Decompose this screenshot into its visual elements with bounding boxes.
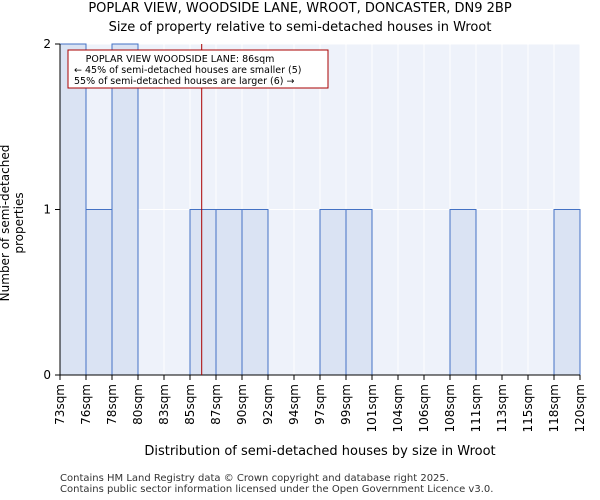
annotation-text: POPLAR VIEW WOODSIDE LANE: 86sqm xyxy=(86,54,275,65)
x-tick-label: 87sqm xyxy=(209,384,223,425)
x-tick-label: 106sqm xyxy=(417,384,431,432)
x-axis-label: Distribution of semi-detached houses by … xyxy=(144,444,496,459)
x-tick-label: 104sqm xyxy=(391,384,405,432)
chart-title: POPLAR VIEW, WOODSIDE LANE, WROOT, DONCA… xyxy=(88,1,512,16)
annotation-text: ← 45% of semi-detached houses are smalle… xyxy=(74,65,302,76)
x-tick-label: 118sqm xyxy=(547,384,561,432)
x-tick-label: 99sqm xyxy=(339,384,353,425)
x-tick-label: 80sqm xyxy=(131,384,145,425)
x-tick-label: 76sqm xyxy=(79,384,93,425)
y-tick-label: 2 xyxy=(43,37,51,51)
bar xyxy=(189,209,217,376)
x-tick-label: 97sqm xyxy=(313,384,327,425)
annotation-box xyxy=(67,49,329,89)
y-axis-label: Number of semi-detached properties xyxy=(0,144,26,302)
x-tick-label: 73sqm xyxy=(53,384,67,425)
bar xyxy=(241,209,269,376)
bar xyxy=(111,43,139,376)
bar xyxy=(215,209,243,376)
x-tick-label: 92sqm xyxy=(261,384,275,425)
x-tick-label: 111sqm xyxy=(469,384,483,432)
footer-copyright: Contains HM Land Registry data © Crown c… xyxy=(60,473,449,484)
x-tick-label: 101sqm xyxy=(365,384,379,432)
x-tick-label: 83sqm xyxy=(157,384,171,425)
y-tick-label: 1 xyxy=(43,203,51,217)
x-tick-label: 94sqm xyxy=(287,384,301,425)
x-tick-label: 120sqm xyxy=(573,384,587,432)
x-tick-label: 108sqm xyxy=(443,384,457,432)
bar xyxy=(319,209,347,376)
x-tick-label: 115sqm xyxy=(521,384,535,432)
bar xyxy=(85,209,113,376)
y-tick-label: 0 xyxy=(43,368,51,382)
bar xyxy=(449,209,477,376)
x-tick-label: 90sqm xyxy=(235,384,249,425)
x-tick-label: 85sqm xyxy=(183,384,197,425)
annotation-text: 55% of semi-detached houses are larger (… xyxy=(74,76,294,87)
bar xyxy=(553,209,581,376)
chart-subtitle: Size of property relative to semi-detach… xyxy=(108,20,492,35)
bar xyxy=(345,209,373,376)
footer-licence: Contains public sector information licen… xyxy=(60,484,494,495)
x-tick-label: 78sqm xyxy=(105,384,119,425)
bar xyxy=(59,43,87,376)
x-tick-label: 113sqm xyxy=(495,384,509,432)
